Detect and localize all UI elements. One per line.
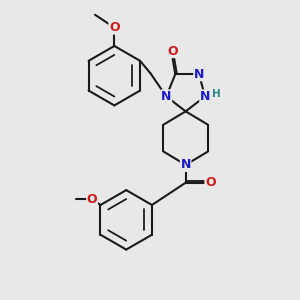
Text: N: N bbox=[161, 90, 172, 103]
Text: N: N bbox=[194, 68, 204, 81]
Text: N: N bbox=[181, 158, 191, 171]
Text: O: O bbox=[87, 193, 98, 206]
Text: O: O bbox=[205, 176, 216, 189]
Text: O: O bbox=[109, 21, 120, 34]
Text: O: O bbox=[167, 44, 178, 58]
Text: N: N bbox=[200, 90, 210, 103]
Text: H: H bbox=[212, 88, 221, 98]
